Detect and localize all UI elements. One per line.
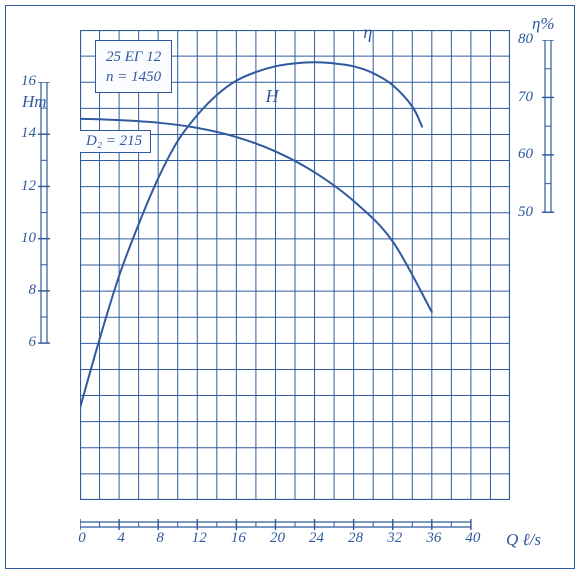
h-tick: 14	[16, 125, 36, 142]
info-box: 25 ЕГ 12 n = 1450	[95, 40, 172, 93]
eta-tick: 50	[518, 204, 533, 221]
x-tick: 20	[268, 530, 286, 547]
h-ruler	[38, 82, 52, 345]
info-line2: n = 1450	[106, 67, 161, 87]
d2-box: D₂ = 215	[80, 130, 151, 153]
eta-axis-label: η%	[532, 14, 555, 34]
eta-tick: 70	[518, 89, 533, 106]
curve-label-h: H	[266, 86, 279, 107]
h-tick: 10	[16, 230, 36, 247]
curves-svg	[80, 30, 510, 500]
x-tick: 12	[190, 530, 208, 547]
x-tick: 8	[151, 530, 169, 547]
eta-tick: 60	[518, 146, 533, 163]
x-axis-label: Q ℓ/s	[506, 530, 541, 550]
h-tick: 8	[16, 282, 36, 299]
curve-label-eta: η	[363, 22, 372, 43]
h-tick: 12	[16, 178, 36, 195]
x-tick: 36	[425, 530, 443, 547]
d2-text: D₂ = 215	[86, 133, 142, 149]
x-tick: 24	[308, 530, 326, 547]
x-tick: 4	[112, 530, 130, 547]
x-tick: 0	[73, 530, 91, 547]
x-tick: 32	[386, 530, 404, 547]
x-tick: 40	[464, 530, 482, 547]
x-tick: 28	[347, 530, 365, 547]
eta-tick: 80	[518, 31, 533, 48]
eta-ruler	[542, 40, 556, 214]
h-tick: 6	[16, 334, 36, 351]
x-tick: 16	[229, 530, 247, 547]
chart-grid	[80, 30, 510, 500]
h-tick: 16	[16, 73, 36, 90]
info-line1: 25 ЕГ 12	[106, 47, 161, 67]
